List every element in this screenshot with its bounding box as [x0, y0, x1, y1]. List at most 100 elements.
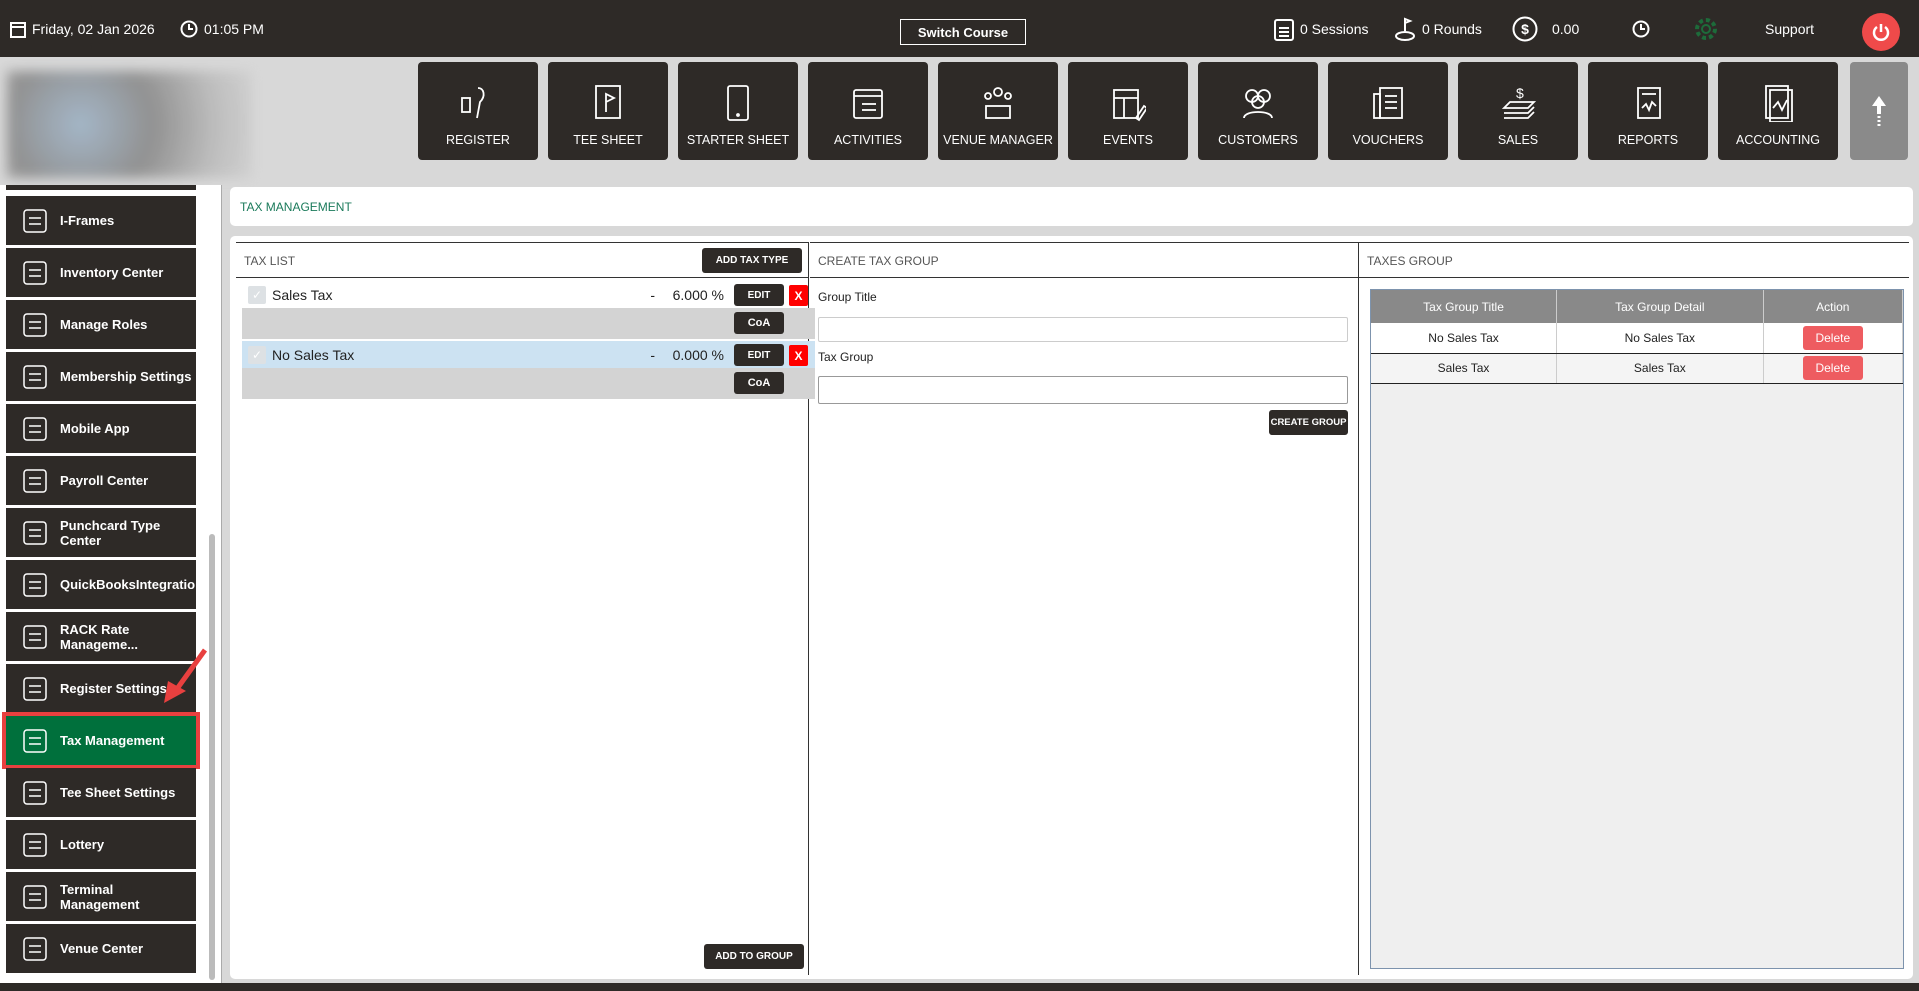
- create-group-title: CREATE TAX GROUP: [818, 254, 939, 268]
- tax-separator: -: [650, 286, 655, 303]
- roles-hierarchy-icon: [23, 312, 47, 337]
- checkbox[interactable]: ✓: [248, 345, 266, 364]
- nav-tile-label: VOUCHERS: [1352, 133, 1424, 147]
- nav-tile-tee-sheet[interactable]: TEE SHEET: [548, 62, 668, 160]
- sidebar-item-partial[interactable]: [6, 185, 196, 190]
- sidebar-item-register-settings[interactable]: Register Settings: [6, 664, 196, 713]
- delete-tax-button[interactable]: X: [789, 285, 808, 306]
- tax-separator: -: [650, 346, 655, 363]
- sidebar-item-venue-center[interactable]: Venue Center: [6, 924, 196, 973]
- report-icon: [1637, 87, 1661, 119]
- sidebar-item-rack-rate-manageme[interactable]: RACK Rate Manageme...: [6, 612, 196, 661]
- taxes-group-header: TAXES GROUP: [1359, 243, 1909, 278]
- sidebar-item-membership-settings[interactable]: Membership Settings: [6, 352, 196, 401]
- support-text: Support: [1765, 20, 1815, 37]
- edit-button[interactable]: EDIT: [734, 284, 784, 306]
- sidebar-item-label: Payroll Center: [60, 473, 149, 488]
- balance-display[interactable]: $ 0.00: [1512, 0, 1579, 57]
- svg-text:$: $: [1516, 85, 1524, 101]
- sidebar-item-tee-sheet-settings[interactable]: Tee Sheet Settings: [6, 768, 196, 817]
- settings-button[interactable]: [1693, 0, 1719, 57]
- sidebar-item-terminal-management[interactable]: Terminal Management: [6, 872, 196, 921]
- create-group-button[interactable]: CREATE GROUP: [1269, 410, 1348, 435]
- tax-name: Sales Tax: [272, 286, 333, 303]
- sessions-icon: [1274, 18, 1294, 41]
- add-to-group-button[interactable]: ADD TO GROUP: [704, 944, 804, 969]
- sidebar-item-inventory-center[interactable]: Inventory Center: [6, 248, 196, 297]
- nav-tile-register[interactable]: REGISTER: [418, 62, 538, 160]
- sidebar-item-mobile-app[interactable]: Mobile App: [6, 404, 196, 453]
- sidebar-item-quickbooksintegration[interactable]: QuickBooksIntegration: [6, 560, 203, 609]
- nav-tile-accounting[interactable]: ACCOUNTING: [1718, 62, 1838, 160]
- taxes-group-panel: TAXES GROUP Tax Group Title Tax Group Det…: [1359, 242, 1909, 975]
- column-header: Action: [1763, 290, 1904, 323]
- nav-tile-venue-manager[interactable]: VENUE MANAGER: [938, 62, 1058, 160]
- arrow-up-icon: [1872, 96, 1886, 126]
- nav-tile-label: EVENTS: [1102, 133, 1153, 147]
- money-stack-icon: $: [1501, 85, 1536, 119]
- action-cell: Delete: [1763, 353, 1904, 384]
- inventory-cart-icon: [23, 260, 47, 285]
- support-link[interactable]: Support: [1765, 0, 1814, 57]
- group-title-cell: Sales Tax: [1371, 353, 1558, 384]
- date-text: Friday, 02 Jan 2026: [32, 20, 155, 37]
- breadcrumb: TAX MANAGEMENT: [230, 187, 1913, 226]
- sidebar-item-payroll-center[interactable]: Payroll Center: [6, 456, 196, 505]
- nav-tile-label: CUSTOMERS: [1218, 133, 1298, 147]
- sidebar-item-label: Register Settings: [60, 681, 167, 696]
- sidebar-item-label: Lottery: [60, 837, 105, 852]
- delete-group-button[interactable]: Delete: [1802, 325, 1863, 350]
- coa-button[interactable]: CoA: [734, 372, 784, 394]
- nav-tile-sales[interactable]: $ SALES: [1458, 62, 1578, 160]
- sidebar-item-lottery[interactable]: Lottery: [6, 820, 196, 869]
- create-tax-group-panel: CREATE TAX GROUP Group Title Tax Group C…: [810, 242, 1359, 975]
- delete-tax-button[interactable]: X: [789, 345, 808, 366]
- logout-button[interactable]: [1862, 13, 1900, 51]
- sidebar-item-i-frames[interactable]: I-Frames: [6, 196, 196, 245]
- sidebar-item-manage-roles[interactable]: Manage Roles: [6, 300, 196, 349]
- clock-icon: [1632, 20, 1650, 37]
- table-row: Sales Tax Sales Tax Delete: [1371, 353, 1904, 384]
- scroll-up-button[interactable]: [1850, 62, 1908, 160]
- sidebar-scrollbar[interactable]: [209, 534, 215, 980]
- column-header: Tax Group Detail: [1556, 290, 1764, 323]
- group-title-input[interactable]: [818, 317, 1348, 342]
- switch-course-button[interactable]: Switch Course: [900, 19, 1026, 45]
- tax-list-item[interactable]: ✓ No Sales Tax -0.000 % EDIT X CoA: [242, 341, 815, 399]
- coa-button[interactable]: CoA: [734, 312, 784, 334]
- delete-group-button[interactable]: Delete: [1802, 356, 1863, 380]
- meeting-icon: [984, 87, 1012, 119]
- taxes-group-title: TAXES GROUP: [1367, 254, 1453, 268]
- balance-text: 0.00: [1552, 20, 1580, 37]
- add-tax-type-button[interactable]: ADD TAX TYPE: [702, 248, 802, 273]
- annotation-arrow-icon: [164, 648, 208, 703]
- nav-tile-vouchers[interactable]: VOUCHERS: [1328, 62, 1448, 160]
- sessions-display[interactable]: 0 Sessions: [1274, 0, 1368, 57]
- page-title: TAX MANAGEMENT: [240, 200, 352, 214]
- sidebar-item-punchcard-type-center[interactable]: Punchcard Type Center: [6, 508, 196, 557]
- tax-document-icon: [23, 728, 47, 753]
- nav-tile-activities[interactable]: ACTIVITIES: [808, 62, 928, 160]
- tax-list-title: TAX LIST: [244, 254, 296, 268]
- clock-button[interactable]: [1632, 0, 1650, 57]
- nav-tile-customers[interactable]: CUSTOMERS: [1198, 62, 1318, 160]
- nav-tile-events[interactable]: EVENTS: [1068, 62, 1188, 160]
- terminal-server-icon: [23, 884, 47, 909]
- tax-list-panel: TAX LIST ADD TAX TYPE ✓ Sales Tax -6.000 %…: [236, 242, 815, 975]
- edit-button[interactable]: EDIT: [734, 344, 784, 366]
- sidebar: I-Frames Inventory Center Manage Roles Memb…: [0, 185, 222, 983]
- tax-list-item[interactable]: ✓ Sales Tax -6.000 % EDIT X CoA: [242, 281, 815, 339]
- date-display: Friday, 02 Jan 2026: [10, 0, 155, 57]
- tax-group-field[interactable]: [818, 376, 1348, 404]
- rounds-display[interactable]: 0 Rounds: [1394, 0, 1482, 57]
- nav-tile-label: ACTIVITIES: [833, 133, 903, 147]
- sidebar-item-label: Terminal Management: [60, 881, 140, 912]
- nav-tile-reports[interactable]: REPORTS: [1588, 62, 1708, 160]
- checkbox[interactable]: ✓: [248, 285, 266, 304]
- sidebar-item-tax-management[interactable]: Tax Management: [2, 712, 200, 769]
- group-title-cell: No Sales Tax: [1371, 323, 1558, 354]
- action-cell: Delete: [1763, 323, 1904, 354]
- flag-sheet-icon: [595, 85, 621, 119]
- sidebar-item-label: Punchcard Type Center: [60, 517, 161, 548]
- nav-tile-starter-sheet[interactable]: STARTER SHEET: [678, 62, 798, 160]
